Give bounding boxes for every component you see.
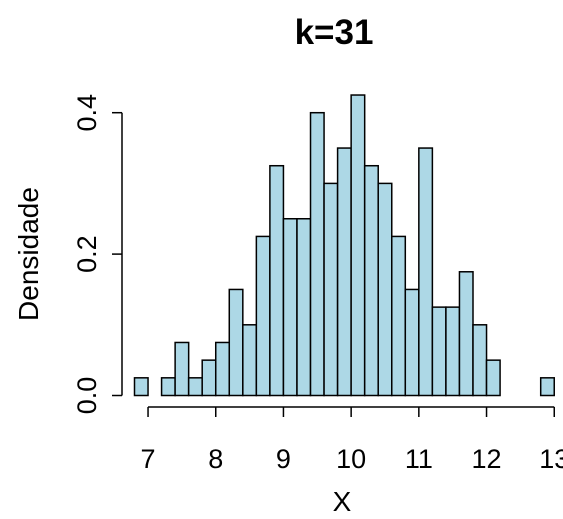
histogram-bar (133, 377, 149, 397)
x-axis-label: X (333, 486, 352, 517)
chart-title: k=31 (295, 13, 374, 52)
y-tick-label: 0.2 (72, 235, 102, 273)
histogram-bar (485, 359, 501, 397)
histogram-bar (201, 359, 217, 397)
histogram-bar (472, 324, 488, 397)
histogram-bar (309, 111, 325, 397)
histogram-bar (160, 377, 176, 397)
bars-group (133, 94, 555, 397)
histogram-bar (228, 288, 244, 397)
histogram-bar (255, 235, 271, 397)
x-tick-label: 11 (405, 444, 433, 474)
x-tick-label: 8 (208, 444, 223, 474)
histogram-bar (323, 182, 339, 397)
histogram-bar (350, 94, 366, 397)
histogram-bar (391, 235, 407, 397)
x-tick-label: 7 (141, 444, 156, 474)
histogram-bar (214, 341, 231, 397)
histogram-bar (458, 271, 474, 397)
histogram-bar (336, 147, 352, 397)
x-tick-label: 9 (276, 444, 291, 474)
histogram-bar (269, 164, 285, 397)
y-axis-label: Densidade (13, 187, 44, 321)
histogram-bar (539, 377, 555, 397)
histogram-bar (377, 182, 393, 397)
histogram-bar (431, 306, 447, 397)
x-axis: 7 8 9 10 11 12 13 (141, 406, 563, 474)
histogram-bar (404, 288, 420, 397)
x-tick-label: 13 (539, 444, 563, 474)
histogram-bar (187, 377, 203, 397)
histogram-bar (174, 341, 190, 397)
y-tick-label: 0.4 (72, 94, 102, 132)
histogram-bar (242, 324, 258, 397)
y-tick-label: 0.0 (72, 377, 102, 415)
histogram-bar (363, 164, 379, 397)
histogram-bar (296, 218, 312, 397)
histogram-bar (445, 306, 461, 397)
histogram-bar (418, 147, 434, 397)
x-tick-label: 10 (336, 444, 366, 474)
x-tick-label: 12 (472, 444, 502, 474)
y-axis: 0.0 0.2 0.4 (72, 94, 123, 415)
histogram-bar (282, 218, 298, 397)
